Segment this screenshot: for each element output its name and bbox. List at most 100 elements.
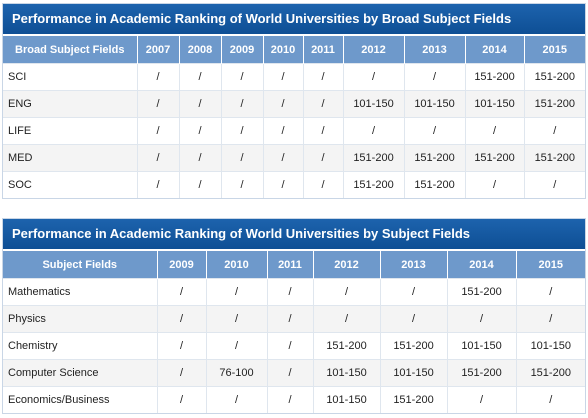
table-cell: /: [263, 90, 304, 118]
table-cell: /: [206, 332, 268, 360]
table-cell: /: [380, 278, 448, 306]
table-cell: /: [404, 63, 466, 91]
subject-fields-table: Subject Fields 2009 2010 2011 2012 2013 …: [3, 251, 585, 413]
table-cell: /: [179, 90, 222, 118]
row-label: ENG: [3, 90, 138, 118]
table-cell: /: [303, 144, 344, 172]
table-cell: 101-150: [380, 359, 448, 387]
table-row: Mathematics / / / / / 151-200 /: [3, 278, 585, 306]
table-cell: /: [137, 90, 180, 118]
row-label: Computer Science: [3, 359, 158, 387]
table-cell: 151-200: [524, 63, 585, 91]
column-header: 2008: [179, 36, 222, 64]
column-header: 2015: [524, 36, 585, 64]
table-cell: /: [343, 117, 405, 145]
table-cell: /: [137, 171, 180, 198]
table-row: MED / / / / / 151-200 151-200 151-200 15…: [3, 144, 585, 172]
table-cell: /: [267, 332, 314, 360]
table-cell: /: [303, 171, 344, 198]
table-cell: 101-150: [465, 90, 525, 118]
table-cell: /: [221, 171, 264, 198]
table-cell: /: [303, 90, 344, 118]
table-row: Computer Science / 76-100 / 101-150 101-…: [3, 359, 585, 387]
table-cell: 151-200: [447, 278, 517, 306]
table-cell: /: [157, 305, 207, 333]
column-header: 2014: [465, 36, 525, 64]
column-header: 2012: [313, 251, 381, 279]
table-cell: 151-200: [465, 63, 525, 91]
table-cell: 101-150: [313, 359, 381, 387]
table-cell: 151-200: [380, 332, 448, 360]
table-cell: 151-200: [343, 144, 405, 172]
table-cell: /: [206, 386, 268, 413]
table-cell: /: [404, 117, 466, 145]
table-cell: /: [221, 144, 264, 172]
row-label: SCI: [3, 63, 138, 91]
column-header: 2014: [447, 251, 517, 279]
table-row: SCI / / / / / / / 151-200 151-200: [3, 63, 585, 91]
table-cell: 151-200: [524, 144, 585, 172]
broad-subject-fields-panel: Performance in Academic Ranking of World…: [2, 3, 586, 199]
table-cell: /: [267, 278, 314, 306]
table-row: LIFE / / / / / / / / /: [3, 117, 585, 145]
table-cell: /: [137, 144, 180, 172]
table-cell: 101-150: [516, 332, 585, 360]
table-cell: /: [465, 117, 525, 145]
column-header: 2012: [343, 36, 405, 64]
table-cell: /: [303, 63, 344, 91]
table-cell: /: [157, 386, 207, 413]
table-cell: 101-150: [447, 332, 517, 360]
table-cell: /: [267, 386, 314, 413]
table-header-row: Subject Fields 2009 2010 2011 2012 2013 …: [3, 251, 585, 279]
table-cell: /: [313, 305, 381, 333]
table-cell: 151-200: [404, 144, 466, 172]
table-cell: 151-200: [380, 386, 448, 413]
table-cell: /: [179, 117, 222, 145]
table-cell: /: [206, 278, 268, 306]
column-header: 2007: [137, 36, 180, 64]
row-label: SOC: [3, 171, 138, 198]
table-cell: 76-100: [206, 359, 268, 387]
column-header: 2011: [303, 36, 344, 64]
table-row: Chemistry / / / 151-200 151-200 101-150 …: [3, 332, 585, 360]
table-cell: /: [516, 386, 585, 413]
table-row: ENG / / / / / 101-150 101-150 101-150 15…: [3, 90, 585, 118]
table-cell: /: [380, 305, 448, 333]
table-cell: /: [516, 278, 585, 306]
table-cell: /: [157, 332, 207, 360]
column-header: 2013: [404, 36, 466, 64]
broad-subject-fields-table: Broad Subject Fields 2007 2008 2009 2010…: [3, 36, 585, 198]
table-cell: /: [221, 90, 264, 118]
table-cell: /: [267, 305, 314, 333]
table-cell: /: [516, 305, 585, 333]
column-header: 2009: [157, 251, 207, 279]
column-header: 2015: [516, 251, 585, 279]
table-cell: 101-150: [343, 90, 405, 118]
table-cell: /: [179, 144, 222, 172]
table-cell: 101-150: [313, 386, 381, 413]
table-cell: 151-200: [404, 171, 466, 198]
row-label: Mathematics: [3, 278, 158, 306]
column-header: 2009: [221, 36, 264, 64]
table-cell: /: [206, 305, 268, 333]
table-row: Economics/Business / / / 101-150 151-200…: [3, 386, 585, 413]
table-cell: /: [343, 63, 405, 91]
column-header: Subject Fields: [3, 251, 158, 279]
column-header: 2010: [263, 36, 304, 64]
table-cell: /: [137, 63, 180, 91]
table-cell: 151-200: [516, 359, 585, 387]
table-cell: 151-200: [465, 144, 525, 172]
table-cell: /: [524, 171, 585, 198]
table-cell: /: [179, 63, 222, 91]
subject-fields-panel: Performance in Academic Ranking of World…: [2, 218, 586, 414]
table-cell: /: [447, 386, 517, 413]
table-cell: /: [524, 117, 585, 145]
table-cell: /: [267, 359, 314, 387]
row-label: Physics: [3, 305, 158, 333]
table-cell: /: [157, 278, 207, 306]
table-cell: /: [221, 117, 264, 145]
table-cell: 151-200: [524, 90, 585, 118]
table-cell: /: [313, 278, 381, 306]
table-cell: /: [263, 117, 304, 145]
column-header: 2011: [267, 251, 314, 279]
